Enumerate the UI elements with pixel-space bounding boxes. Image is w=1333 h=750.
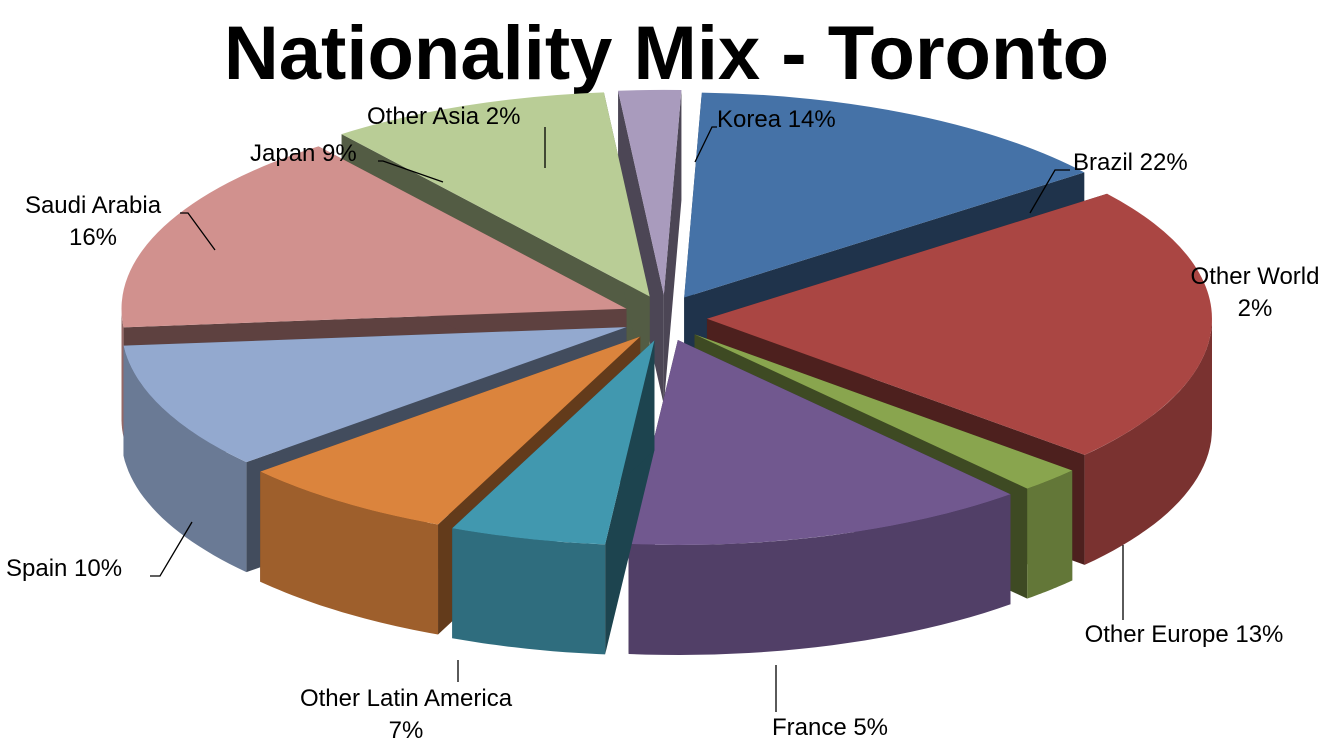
slice-rim — [1084, 318, 1212, 565]
slice-rim — [628, 494, 1011, 655]
slice-rim — [121, 308, 124, 438]
slice-label-korea: Korea 14% — [717, 106, 836, 133]
leader-line-korea — [694, 126, 717, 163]
leader-line-brazil — [1029, 169, 1070, 214]
slice-rim — [452, 528, 606, 655]
slice-label-saudi-arabia: Saudi Arabia — [25, 192, 162, 219]
slice-label-france: France 5% — [772, 714, 888, 741]
chart-title: Nationality Mix - Toronto — [223, 11, 1110, 96]
slice-other-europe — [628, 339, 1011, 655]
slice-rim — [1027, 470, 1073, 599]
leader-line-japan — [378, 160, 444, 183]
slice-wall — [618, 90, 664, 405]
slice-france — [452, 340, 655, 655]
slice-label-other-asia: Other Asia 2% — [367, 103, 520, 130]
slice-top — [706, 193, 1212, 455]
slice-top — [341, 92, 650, 297]
slice-label-japan: Japan 9% — [250, 140, 357, 167]
slice-top — [452, 340, 655, 545]
slice-label-saudi-arabia: 16% — [69, 224, 117, 251]
slice-label-brazil: Brazil 22% — [1073, 149, 1188, 176]
slice-other-asia — [618, 89, 682, 405]
slice-rim — [123, 345, 247, 573]
leader-line-spain — [150, 521, 193, 577]
slice-top — [618, 89, 682, 295]
slice-top — [123, 327, 627, 463]
slice-top — [694, 334, 1073, 489]
slice-label-other-latin-america: Other Latin America — [300, 685, 513, 712]
slice-top — [628, 339, 1011, 545]
slice-label-other-world: Other World — [1191, 263, 1320, 290]
slice-label-other-latin-america: 7% — [389, 717, 424, 744]
slice-label-spain: Spain 10% — [6, 555, 122, 582]
slice-label-other-europe: Other Europe 13% — [1085, 621, 1284, 648]
pie-slices — [121, 89, 1212, 655]
slice-labels: Korea 14% Brazil 22% Other World 2% Other Eu… — [6, 103, 1319, 744]
slice-top — [684, 92, 1085, 298]
leader-line-saudi-arabia — [180, 212, 216, 251]
slice-rim — [260, 471, 438, 635]
slice-label-other-world: 2% — [1238, 295, 1273, 322]
slice-wall — [663, 90, 682, 405]
slice-top — [121, 146, 627, 328]
slice-top — [260, 336, 641, 525]
